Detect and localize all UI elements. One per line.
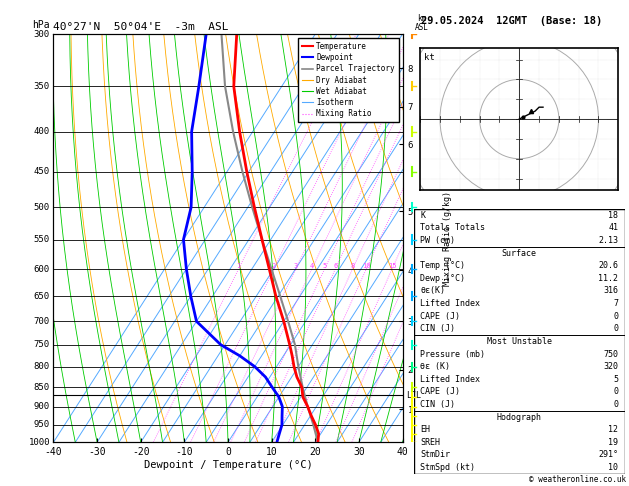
Text: Totals Totals: Totals Totals — [420, 224, 485, 232]
Text: 291°: 291° — [598, 451, 618, 459]
Text: 300: 300 — [34, 30, 50, 38]
Text: 950: 950 — [34, 420, 50, 429]
Text: 0: 0 — [613, 400, 618, 409]
Text: 316: 316 — [603, 286, 618, 295]
Text: Hodograph: Hodograph — [497, 413, 542, 421]
Text: θε(K): θε(K) — [420, 286, 445, 295]
Text: PW (cm): PW (cm) — [420, 236, 455, 245]
Text: 12: 12 — [608, 425, 618, 434]
Text: km
ASL: km ASL — [415, 14, 429, 32]
Text: Mixing Ratio (g/kg): Mixing Ratio (g/kg) — [443, 191, 452, 286]
Text: 850: 850 — [34, 382, 50, 392]
Text: 20.6: 20.6 — [598, 261, 618, 270]
Text: CAPE (J): CAPE (J) — [420, 312, 460, 321]
Legend: Temperature, Dewpoint, Parcel Trajectory, Dry Adiabat, Wet Adiabat, Isotherm, Mi: Temperature, Dewpoint, Parcel Trajectory… — [298, 38, 399, 122]
Text: Lifted Index: Lifted Index — [420, 375, 480, 384]
Text: 15: 15 — [387, 263, 396, 269]
Text: 600: 600 — [34, 264, 50, 274]
Text: © weatheronline.co.uk: © weatheronline.co.uk — [529, 474, 626, 484]
Text: 750: 750 — [603, 349, 618, 359]
Text: 750: 750 — [34, 340, 50, 349]
Text: kt: kt — [424, 53, 435, 62]
Text: 2.13: 2.13 — [598, 236, 618, 245]
Text: Dewp (°C): Dewp (°C) — [420, 274, 465, 283]
Text: K: K — [420, 211, 425, 220]
Text: 6: 6 — [333, 263, 337, 269]
Text: Temp (°C): Temp (°C) — [420, 261, 465, 270]
Text: 650: 650 — [34, 292, 50, 301]
Text: 10: 10 — [362, 263, 370, 269]
Text: 29.05.2024  12GMT  (Base: 18): 29.05.2024 12GMT (Base: 18) — [421, 16, 603, 26]
Text: 40°27'N  50°04'E  -3m  ASL: 40°27'N 50°04'E -3m ASL — [53, 22, 229, 32]
Text: 3: 3 — [294, 263, 298, 269]
Text: 1000: 1000 — [28, 438, 50, 447]
Text: CIN (J): CIN (J) — [420, 400, 455, 409]
Text: SREH: SREH — [420, 438, 440, 447]
Text: Pressure (mb): Pressure (mb) — [420, 349, 485, 359]
Text: Lifted Index: Lifted Index — [420, 299, 480, 308]
Text: CIN (J): CIN (J) — [420, 324, 455, 333]
Text: 0: 0 — [613, 324, 618, 333]
Text: CAPE (J): CAPE (J) — [420, 387, 460, 397]
Text: 41: 41 — [608, 224, 618, 232]
Text: Most Unstable: Most Unstable — [487, 337, 552, 346]
Text: EH: EH — [420, 425, 430, 434]
Text: 550: 550 — [34, 235, 50, 244]
Text: StmSpd (kt): StmSpd (kt) — [420, 463, 475, 472]
Text: 2: 2 — [272, 263, 276, 269]
Text: 18: 18 — [608, 211, 618, 220]
Text: 5: 5 — [323, 263, 326, 269]
Text: 7: 7 — [613, 299, 618, 308]
Text: 350: 350 — [34, 82, 50, 91]
Text: 11.2: 11.2 — [598, 274, 618, 283]
Text: 1: 1 — [237, 263, 241, 269]
Text: hPa: hPa — [32, 20, 50, 30]
Text: 10: 10 — [608, 463, 618, 472]
Text: 8: 8 — [350, 263, 355, 269]
Text: θε (K): θε (K) — [420, 362, 450, 371]
Text: 700: 700 — [34, 317, 50, 326]
Text: 0: 0 — [613, 312, 618, 321]
Text: 19: 19 — [608, 438, 618, 447]
Text: 320: 320 — [603, 362, 618, 371]
Text: Surface: Surface — [502, 249, 537, 258]
Text: StmDir: StmDir — [420, 451, 450, 459]
Text: 500: 500 — [34, 203, 50, 212]
Text: LCL: LCL — [406, 391, 421, 399]
Text: 0: 0 — [613, 387, 618, 397]
X-axis label: Dewpoint / Temperature (°C): Dewpoint / Temperature (°C) — [143, 460, 313, 470]
Text: 800: 800 — [34, 362, 50, 371]
Text: 4: 4 — [309, 263, 314, 269]
Text: 5: 5 — [613, 375, 618, 384]
Text: 400: 400 — [34, 127, 50, 136]
Text: 450: 450 — [34, 167, 50, 176]
Text: 900: 900 — [34, 402, 50, 411]
